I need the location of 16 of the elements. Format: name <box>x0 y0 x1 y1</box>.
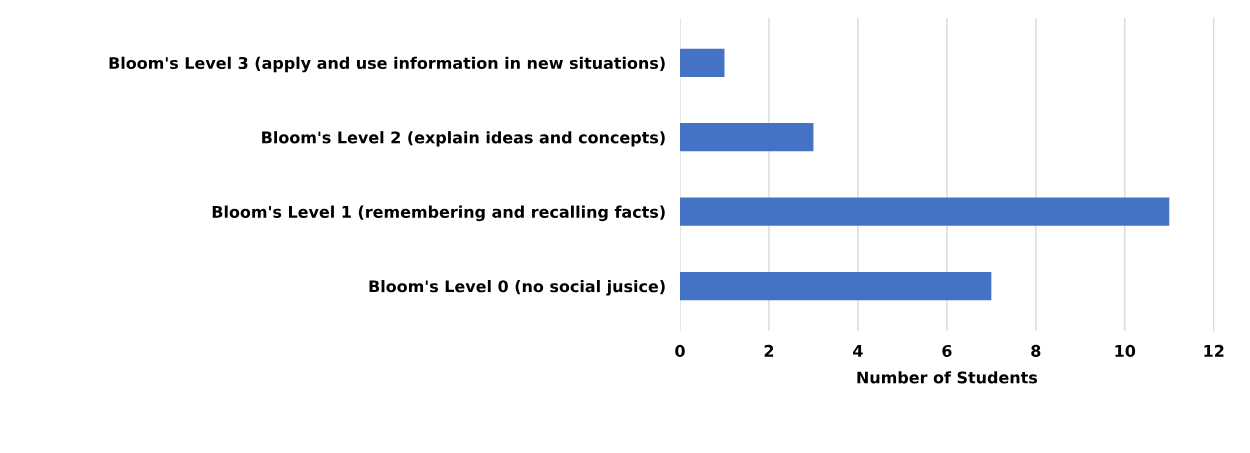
x-tick-label: 2 <box>764 344 774 357</box>
bar <box>680 271 992 301</box>
x-tick-label: 0 <box>675 344 685 357</box>
y-tick-label: Bloom's Level 0 (no social jusice) <box>369 279 665 296</box>
y-tick-label: Bloom's Level 3 (apply and use information in new situations) <box>109 56 665 73</box>
x-axis-title: Number of Students <box>857 371 1038 384</box>
x-tick-label: 12 <box>1204 344 1224 357</box>
y-tick-label: Bloom's Level 2 (explain ideas and concepts) <box>262 131 665 147</box>
bar <box>680 197 1170 226</box>
bar <box>680 48 725 77</box>
y-tick-label: Bloom's Level 1 (remembering and recalling facts) <box>212 205 665 222</box>
x-tick-label: 10 <box>1115 344 1136 357</box>
x-tick-label: 8 <box>1031 344 1041 357</box>
bar <box>680 123 814 152</box>
x-tick-label: 4 <box>853 345 863 357</box>
x-tick-label: 6 <box>942 344 952 357</box>
